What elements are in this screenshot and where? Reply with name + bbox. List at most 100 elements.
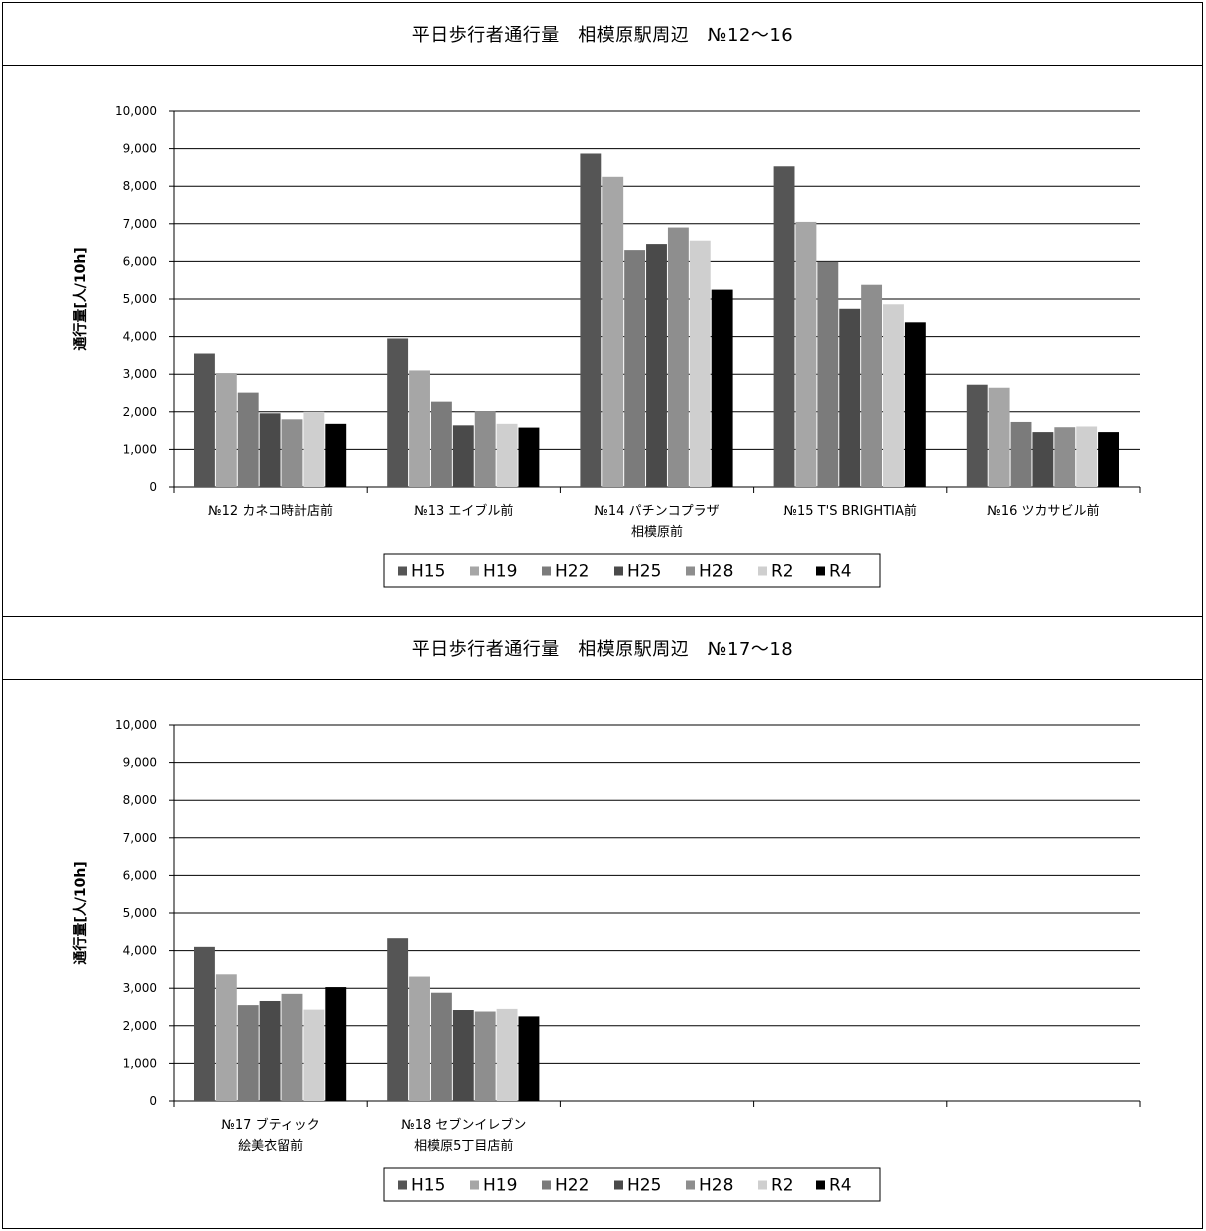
bar (667, 227, 689, 487)
bar (194, 946, 215, 1101)
y-tick-label: 1,000 (123, 442, 157, 456)
legend-swatch (758, 566, 767, 576)
y-tick-label: 10,000 (115, 104, 157, 118)
bar (259, 1000, 281, 1101)
legend-swatch (614, 566, 623, 576)
chart-title-2: 平日歩行者通行量 相模原駅周辺 №17～18 (3, 617, 1202, 680)
legend-label: H19 (483, 1176, 517, 1196)
bar (430, 401, 452, 487)
bar-chart-1: 0 1,000 2,000 3,000 4,000 5,000 6,000 7,000 8,00… (72, 104, 1141, 588)
x-tick-label: №16 ツカサビル前 (987, 503, 1099, 519)
bar (452, 1010, 474, 1101)
y-tick-label: 1,000 (123, 1056, 157, 1070)
legend-label: H25 (627, 562, 661, 582)
y-tick-label: 7,000 (123, 831, 157, 845)
y-tick-label: 7,000 (123, 217, 157, 231)
y-tick-label: 8,000 (123, 793, 157, 807)
bar (474, 1011, 496, 1101)
bar (215, 974, 237, 1101)
y-tick-label: 9,000 (123, 756, 157, 770)
y-tick-label: 4,000 (123, 330, 157, 344)
bar (430, 992, 452, 1101)
legend-box (383, 1167, 881, 1202)
y-tick-label: 0 (149, 1094, 157, 1108)
legend-swatch (398, 1180, 407, 1190)
legend-label: H22 (555, 1176, 589, 1196)
legend-label: H28 (699, 1176, 733, 1196)
bar (689, 240, 711, 487)
bar (325, 423, 347, 487)
bar (795, 221, 817, 488)
bar (496, 423, 518, 487)
bar (237, 392, 259, 487)
bar (624, 250, 646, 487)
bar (194, 353, 215, 487)
x-tick-label: №18 セブンイレブン (401, 1117, 526, 1133)
bar (325, 987, 347, 1101)
legend-swatch (758, 1180, 767, 1190)
chart-title-1: 平日歩行者通行量 相模原駅周辺 №12～16 (3, 3, 1202, 66)
x-tick-label: 相模原前 (631, 524, 683, 540)
legend-swatch (686, 566, 695, 576)
legend-swatch (398, 566, 407, 576)
legend-swatch (816, 566, 825, 576)
bar (1054, 427, 1076, 487)
bar (387, 338, 409, 487)
bar (215, 373, 237, 487)
legend-swatch (614, 1180, 623, 1190)
y-tick-label: 9,000 (123, 142, 157, 156)
bar (518, 1016, 540, 1101)
legend-swatch (816, 1180, 825, 1190)
x-tick-label: 絵美衣留前 (238, 1138, 303, 1154)
legend-label: R2 (771, 1176, 794, 1196)
bar (452, 425, 474, 487)
y-tick-label: 5,000 (123, 906, 157, 920)
legend-swatch (470, 566, 479, 576)
y-tick-label: 3,000 (123, 367, 157, 381)
bar (711, 289, 733, 487)
bar (409, 976, 430, 1101)
legend-label: H15 (411, 1176, 445, 1196)
legend: H15 H19 H22 H25 H28 R2 R4 (383, 1167, 881, 1202)
legend-label: H15 (411, 562, 445, 582)
bar (518, 427, 540, 487)
bar (281, 419, 303, 487)
y-tick-label: 4,000 (123, 944, 157, 958)
x-tick-label: №15 T'S BRIGHTIA前 (783, 503, 916, 519)
bar (883, 304, 904, 487)
bar (409, 370, 430, 487)
legend-swatch (542, 566, 551, 576)
legend-label: H28 (699, 562, 733, 582)
bar (496, 1008, 518, 1101)
bar-chart-2: 0 1,000 2,000 3,000 4,000 5,000 6,000 7,000 8,00… (72, 718, 1141, 1202)
x-tick-label: №14 パチンコプラザ (594, 504, 719, 519)
y-axis-label: 通行量[人/10h] (72, 247, 89, 350)
y-tick-label: 0 (149, 480, 157, 494)
y-tick-label: 2,000 (123, 1019, 157, 1033)
legend: H15 H19 H22 H25 H28 R2 R4 (383, 553, 881, 588)
bar (1098, 432, 1119, 487)
legend-label: H19 (483, 562, 517, 582)
x-tick-label: №17 ブティック (221, 1117, 319, 1133)
y-tick-label: 2,000 (123, 405, 157, 419)
bar (1032, 432, 1054, 487)
legend-swatch (470, 1180, 479, 1190)
y-tick-label: 3,000 (123, 981, 157, 995)
bar (259, 413, 281, 487)
bar (1010, 421, 1032, 487)
bar (904, 322, 926, 487)
y-tick-label: 10,000 (115, 718, 157, 732)
bar (602, 176, 624, 488)
chart-panel-1: 平日歩行者通行量 相模原駅周辺 №12～16 0 1,000 2,000 3,000 4… (2, 2, 1203, 617)
bar (281, 993, 303, 1101)
bar (580, 153, 602, 487)
bar (966, 384, 988, 487)
legend-swatch (542, 1180, 551, 1190)
bar (237, 1005, 259, 1101)
chart-panel-2: 平日歩行者通行量 相模原駅周辺 №17～18 0 1,000 2,000 3,000 4… (2, 616, 1203, 1229)
y-tick-label: 6,000 (123, 868, 157, 882)
x-tick-label: №13 エイブル前 (414, 503, 513, 519)
legend-swatch (686, 1180, 695, 1190)
legend-label: R4 (829, 1176, 852, 1196)
x-tick-label: №12 カネコ時計店前 (208, 503, 333, 519)
